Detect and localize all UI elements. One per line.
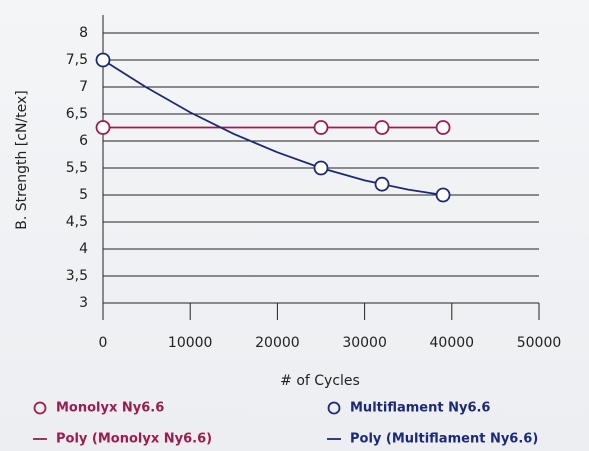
data-point — [374, 176, 390, 192]
x-tick-label: 30000 — [342, 335, 387, 351]
data-point — [313, 160, 329, 176]
legend-label: Poly (Multiflament Ny6.6) — [350, 432, 538, 447]
y-tick-label: 3 — [79, 295, 88, 311]
y-tick-label: 5 — [79, 187, 88, 203]
data-point — [95, 120, 111, 135]
trend-line — [102, 59, 444, 196]
data-point — [95, 52, 111, 68]
legend-label: Poly (Monolyx Ny6.6) — [56, 432, 212, 447]
data-point — [374, 120, 390, 135]
y-tick-label: 6,5 — [66, 106, 88, 122]
y-tick-label: 6 — [79, 133, 88, 149]
data-point — [313, 120, 329, 135]
x-axis-label: # of Cycles — [280, 373, 360, 389]
y-tick-label: 7,5 — [66, 52, 88, 68]
data-point — [435, 187, 451, 203]
y-tick-label: 8 — [79, 25, 88, 41]
data-point — [435, 120, 451, 135]
legend-swatch — [327, 401, 341, 415]
y-tick-label: 5,5 — [66, 160, 88, 176]
legend-label: Monolyx Ny6.6 — [56, 401, 164, 416]
x-tick-label: 40000 — [430, 335, 475, 351]
x-tick-label: 50000 — [517, 335, 562, 351]
legend-swatch — [33, 401, 47, 415]
legend-label: Multiflament Ny6.6 — [350, 401, 490, 416]
x-tick-label: 20000 — [255, 335, 300, 351]
y-axis-label: B. Strength [cN/tex] — [14, 90, 30, 229]
y-tick-label: 4 — [79, 241, 88, 257]
y-tick-label: 3,5 — [66, 268, 88, 284]
y-tick-label: 7 — [79, 79, 88, 95]
x-tick-label: 0 — [99, 335, 108, 351]
x-tick-label: 10000 — [168, 335, 213, 351]
y-tick-label: 4,5 — [66, 214, 88, 230]
